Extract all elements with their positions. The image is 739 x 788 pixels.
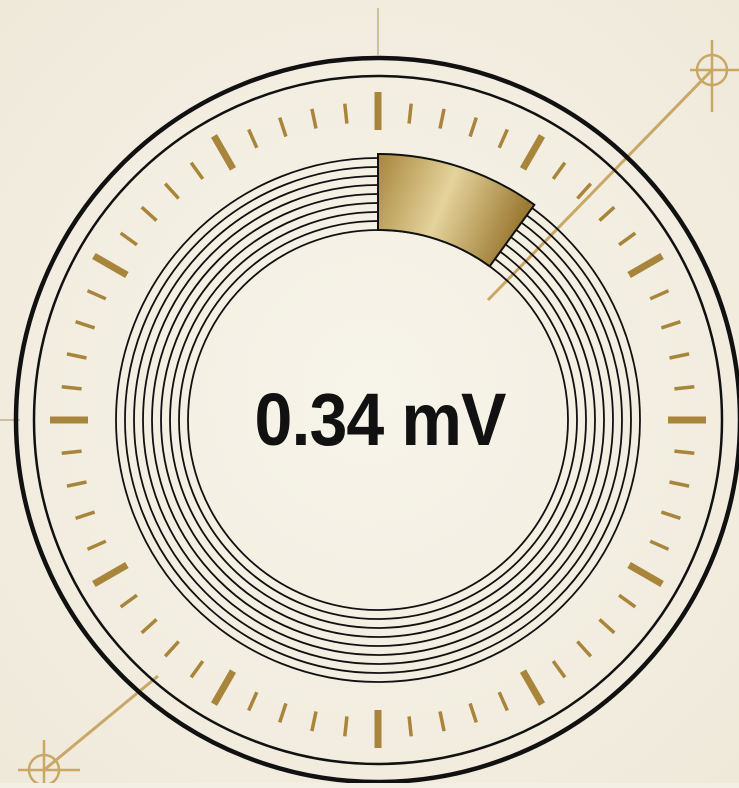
minor-tick [310, 711, 318, 732]
minor-tick [551, 660, 567, 679]
minor-tick [75, 510, 96, 520]
major-tick [519, 669, 546, 706]
outer-ring [13, 55, 739, 785]
minor-tick [66, 480, 87, 488]
major-tick [627, 252, 664, 279]
minor-tick [247, 128, 259, 149]
minor-tick [576, 182, 593, 200]
minor-tick [189, 161, 205, 180]
minor-tick [551, 161, 567, 180]
major-tick [92, 561, 129, 588]
minor-tick [163, 182, 180, 200]
minor-tick [598, 618, 616, 635]
minor-tick [189, 660, 205, 679]
minor-tick [649, 289, 670, 301]
minor-tick [119, 593, 138, 609]
minor-tick [407, 716, 413, 737]
minor-tick [119, 231, 138, 247]
minor-tick [669, 352, 690, 360]
minor-tick [407, 103, 413, 124]
minor-tick [598, 205, 616, 222]
minor-tick [438, 108, 446, 129]
minor-tick [247, 691, 259, 712]
minor-tick [163, 640, 180, 658]
minor-tick [343, 716, 349, 737]
minor-tick [438, 711, 446, 732]
minor-tick [140, 618, 158, 635]
minor-tick [649, 539, 670, 551]
minor-tick [674, 385, 695, 391]
minor-tick [343, 103, 349, 124]
major-tick [519, 134, 546, 171]
minor-tick [86, 539, 107, 551]
minor-tick [61, 449, 82, 455]
minor-tick [618, 593, 637, 609]
minor-tick [278, 117, 288, 138]
major-tick [627, 561, 664, 588]
minor-tick [468, 702, 478, 723]
outer-ring-inner [32, 74, 724, 766]
minor-tick [660, 510, 681, 520]
minor-tick [140, 205, 158, 222]
major-tick [210, 134, 237, 171]
minor-tick [468, 117, 478, 138]
minor-tick [669, 480, 690, 488]
minor-tick [86, 289, 107, 301]
crosshair-icon [690, 40, 739, 112]
minor-tick [674, 449, 695, 455]
minor-tick [497, 128, 509, 149]
minor-tick [310, 108, 318, 129]
minor-tick [75, 320, 96, 330]
minor-tick [278, 702, 288, 723]
minor-tick [660, 320, 681, 330]
minor-tick [61, 385, 82, 391]
minor-tick [618, 231, 637, 247]
major-tick [210, 669, 237, 706]
value-readout: 0.34 mV [254, 378, 507, 461]
level-arc [377, 152, 536, 268]
minor-tick [576, 640, 593, 658]
major-tick [92, 252, 129, 279]
minor-tick [66, 352, 87, 360]
tick-marks [50, 92, 706, 748]
minor-tick [497, 691, 509, 712]
